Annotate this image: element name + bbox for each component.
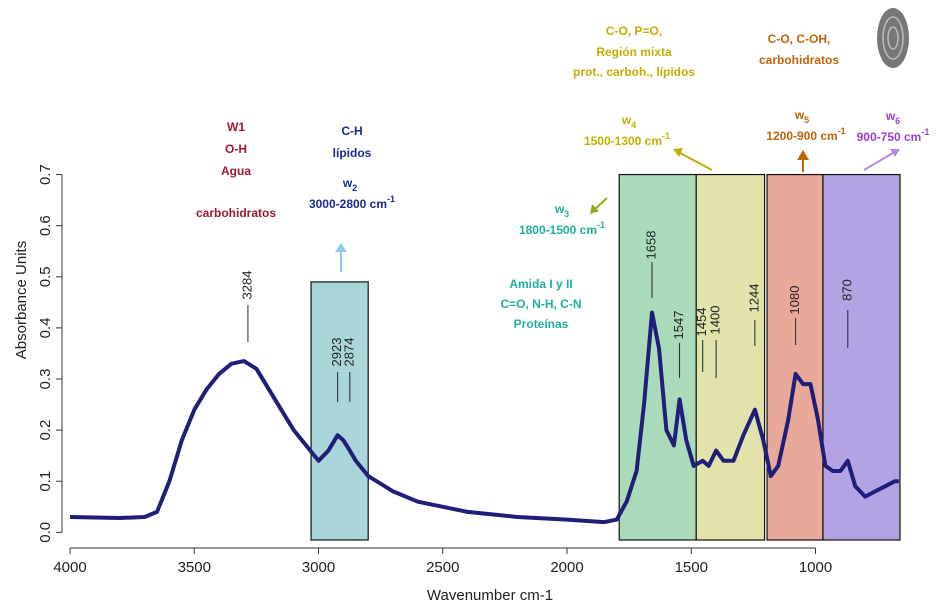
annotation-text: prot., carboh., lípidos: [573, 65, 695, 79]
arrow-head: [673, 148, 683, 157]
range-text: 900-750 cm: [857, 130, 922, 144]
x-tick-label: 3000: [302, 559, 335, 576]
peak-label: 1080: [787, 286, 802, 315]
peak-label: 1400: [708, 306, 723, 335]
region-range: 900-750 cm-1: [857, 127, 930, 144]
peak-label: 1244: [746, 284, 761, 313]
region-subscript: 2: [352, 183, 357, 193]
region-subscript: 6: [895, 116, 900, 126]
arrow: [863, 152, 894, 171]
y-tick-label: 0.1: [37, 471, 54, 492]
region-band: [822, 173, 901, 541]
arrow-head: [890, 149, 900, 157]
region-band: [695, 173, 766, 541]
arrows: [335, 148, 900, 272]
arrow-head: [335, 243, 347, 252]
arrow: [593, 197, 608, 211]
region-subscript: 4: [631, 120, 636, 130]
peak-label: 3284: [239, 271, 254, 300]
annotation-text: Proteínas: [514, 317, 569, 331]
y-tick-label: 0.7: [37, 164, 54, 185]
region-range: 3000-2800 cm-1: [309, 194, 395, 211]
x-tick-label: 2000: [550, 559, 583, 576]
x-tick-label: 4000: [53, 559, 86, 576]
region-name: w4: [621, 113, 636, 130]
range-superscript: -1: [921, 127, 929, 137]
annotation-text: Agua: [221, 164, 251, 178]
peak-label: 2923: [329, 338, 344, 367]
x-axis-label: Wavenumber cm-1: [427, 587, 553, 604]
region-band: [310, 281, 369, 541]
fingerprint-ridge: [887, 26, 899, 50]
peak-label: 1454: [694, 308, 709, 337]
arrow-head: [797, 150, 809, 160]
y-tick-label: 0.5: [37, 266, 54, 287]
x-tick-label: 1500: [675, 559, 708, 576]
annotation-text: carbohidratos: [759, 53, 839, 67]
peak-label: 870: [839, 279, 854, 301]
y-axis-label: Absorbance Units: [13, 241, 30, 359]
y-tick-label: 0.0: [37, 522, 54, 543]
annotation-text: C-H: [341, 124, 362, 138]
y-tick-label: 0.6: [37, 215, 54, 236]
arrow: [679, 152, 713, 171]
region-name: w6: [885, 109, 900, 126]
annotation-text: Amida I y II: [509, 277, 572, 291]
spectrum-line: [69, 310, 899, 525]
region-letter: w: [342, 176, 353, 190]
annotation-text: O-H: [225, 142, 247, 156]
range-superscript: -1: [387, 194, 395, 204]
region-subscript: 3: [564, 209, 569, 219]
x-tick-label: 1000: [799, 559, 832, 576]
annotation-text: C-O, C-OH,: [768, 32, 831, 46]
y-tick-label: 0.2: [37, 420, 54, 441]
y-tick-label: 0.3: [37, 369, 54, 390]
arrow-head: [590, 204, 599, 214]
annotation-text: Región mixta: [596, 45, 672, 59]
plot: [69, 310, 899, 525]
range-text: 1500-1300 cm: [584, 134, 662, 148]
annotation-text: C-O, P=O,: [606, 24, 662, 38]
range-text: 1800-1500 cm: [519, 223, 597, 237]
range-text: 1200-900 cm: [766, 129, 837, 143]
annotation-text: lípidos: [333, 146, 372, 160]
fingerprint: [877, 8, 909, 68]
fingerprint-ridge: [882, 16, 904, 60]
x-tick-label: 3500: [178, 559, 211, 576]
peak-label: 1658: [643, 231, 658, 260]
y-tick-label: 0.4: [37, 317, 54, 338]
region-range: 1500-1300 cm-1: [584, 131, 670, 148]
region-letter: w: [554, 202, 565, 216]
peak-label: 2874: [341, 338, 356, 367]
region-range: 1200-900 cm-1: [766, 126, 845, 143]
fingerprint-icon: [877, 8, 909, 68]
annotation-text: W1: [227, 120, 245, 134]
region-range: 1800-1500 cm-1: [519, 220, 605, 237]
annotation-text: C=O, N-H, C-N: [501, 297, 582, 311]
x-tick-label: 2500: [426, 559, 459, 576]
region-band: [766, 173, 824, 541]
peak-label: 1547: [671, 311, 686, 340]
range-superscript: -1: [597, 220, 605, 230]
region-letter: w: [885, 109, 896, 123]
region-name: w5: [794, 108, 809, 125]
region-name: w2: [342, 176, 357, 193]
range-superscript: -1: [662, 131, 670, 141]
region-name: w3: [554, 202, 569, 219]
bands: [310, 173, 901, 541]
range-superscript: -1: [838, 126, 846, 136]
region-letter: w: [794, 108, 805, 122]
region-subscript: 5: [804, 115, 809, 125]
annotation-text: carbohidratos: [196, 206, 276, 220]
range-text: 3000-2800 cm: [309, 197, 387, 211]
region-letter: w: [621, 113, 632, 127]
